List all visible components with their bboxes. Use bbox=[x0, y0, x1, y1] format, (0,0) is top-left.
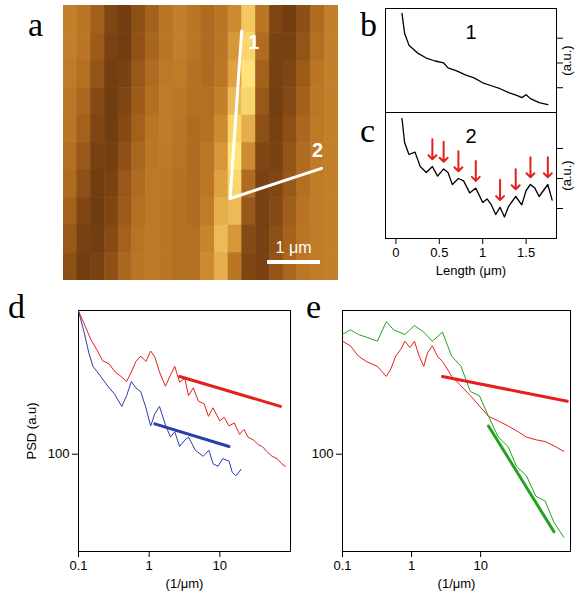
svg-text:Length (μm): Length (μm) bbox=[436, 263, 506, 278]
svg-text:(1/μm): (1/μm) bbox=[438, 576, 476, 591]
svg-text:PSD (a.u): PSD (a.u) bbox=[24, 402, 39, 459]
svg-text:(a.u.): (a.u.) bbox=[559, 45, 574, 75]
svg-text:0.1: 0.1 bbox=[333, 558, 351, 573]
svg-text:0.5: 0.5 bbox=[430, 245, 448, 260]
svg-text:1: 1 bbox=[408, 558, 415, 573]
svg-text:2: 2 bbox=[312, 139, 323, 161]
html-text:a: a bbox=[28, 6, 44, 43]
svg-text:1: 1 bbox=[465, 21, 476, 43]
svg-text:100: 100 bbox=[312, 446, 334, 461]
svg-text:0.1: 0.1 bbox=[69, 558, 87, 573]
svg-text:(1/μm): (1/μm) bbox=[166, 576, 204, 591]
html-text:e: e bbox=[306, 288, 322, 325]
svg-text:(a.u.): (a.u.) bbox=[559, 160, 574, 190]
svg-text:2: 2 bbox=[465, 125, 476, 147]
svg-text:1: 1 bbox=[248, 31, 259, 53]
svg-text:10: 10 bbox=[473, 558, 487, 573]
svg-text:0: 0 bbox=[392, 245, 399, 260]
svg-text:1.5: 1.5 bbox=[517, 245, 535, 260]
svg-text:1: 1 bbox=[479, 245, 486, 260]
svg-text:1 μm: 1 μm bbox=[276, 239, 312, 256]
svg-text:1: 1 bbox=[146, 558, 153, 573]
html-text:c: c bbox=[360, 112, 376, 149]
html-text:b: b bbox=[360, 6, 377, 43]
svg-text:100: 100 bbox=[48, 446, 70, 461]
html-text:d: d bbox=[8, 288, 25, 325]
svg-text:10: 10 bbox=[213, 558, 227, 573]
